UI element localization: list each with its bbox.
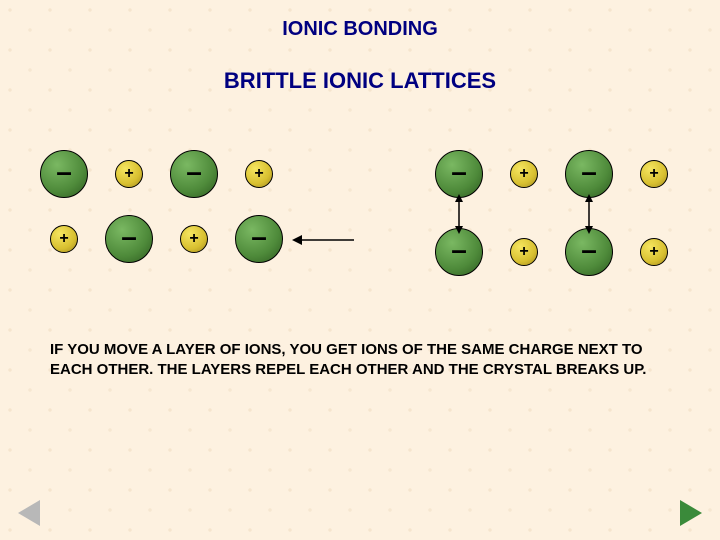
next-slide-button[interactable] — [680, 500, 702, 526]
ion-positive: + — [510, 238, 538, 266]
shift-arrow-icon — [290, 232, 360, 248]
ion-positive: + — [640, 160, 668, 188]
ion-negative: – — [235, 215, 283, 263]
prev-slide-button[interactable] — [18, 500, 40, 526]
ion-negative: – — [40, 150, 88, 198]
repulsion-arrow-icon — [582, 194, 596, 234]
ion-negative: – — [565, 228, 613, 276]
ion-positive: + — [510, 160, 538, 188]
ion-positive: + — [640, 238, 668, 266]
ion-positive: + — [50, 225, 78, 253]
explanation-text: IF YOU MOVE A LAYER OF IONS, YOU GET ION… — [50, 340, 650, 381]
ion-negative: – — [170, 150, 218, 198]
subtitle: BRITTLE IONIC LATTICES — [0, 68, 720, 94]
lattice-diagram: – + – + + – + – – + – + – + – + — [0, 150, 720, 310]
ion-negative: – — [435, 228, 483, 276]
ion-positive: + — [180, 225, 208, 253]
ion-negative: – — [565, 150, 613, 198]
ion-negative: – — [105, 215, 153, 263]
main-title: IONIC BONDING — [0, 18, 720, 41]
ion-positive: + — [115, 160, 143, 188]
ion-positive: + — [245, 160, 273, 188]
repulsion-arrow-icon — [452, 194, 466, 234]
ion-negative: – — [435, 150, 483, 198]
